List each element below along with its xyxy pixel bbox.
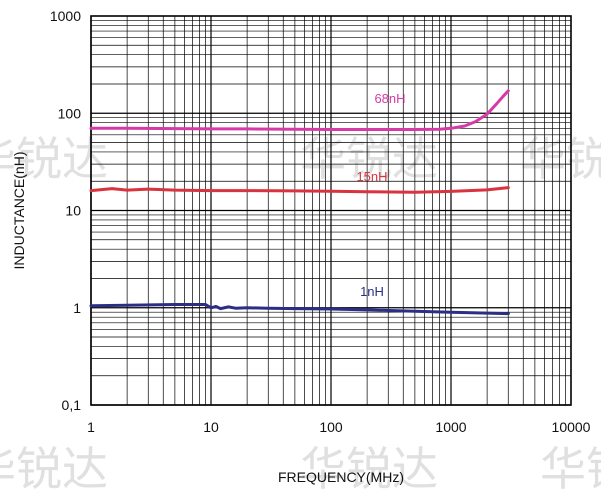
x-axis-tick-labels: 1 10 100 1000 10000 (87, 419, 591, 435)
y-tick-label: 0,1 (62, 397, 82, 413)
series-label-1nh: 1nH (360, 284, 384, 299)
y-axis-label: INDUCTANCE(nH) (11, 152, 27, 270)
x-tick-label: 1 (87, 419, 95, 435)
x-tick-label: 100 (319, 419, 343, 435)
series-line-15nh (89, 186, 510, 194)
series-line-68nh (89, 89, 510, 131)
y-tick-label: 10 (65, 203, 81, 219)
watermark-text: 华锐达 (0, 132, 108, 186)
watermark-text: 华锐达 (540, 442, 601, 493)
watermark-text: 华锐达 (520, 132, 601, 186)
y-tick-label: 1000 (50, 8, 81, 24)
series-lines (89, 89, 510, 316)
watermark-text: 华锐达 (0, 442, 108, 493)
x-tick-label: 10 (203, 419, 219, 435)
series-line-1nh (89, 303, 510, 316)
plot-frame (90, 15, 572, 406)
series-labels: 68nH 15nH 1nH (356, 91, 405, 299)
series-label-68nh: 68nH (374, 91, 405, 106)
series-label-15nh: 15nH (356, 169, 387, 184)
x-tick-label: 10000 (552, 419, 591, 435)
y-tick-label: 1 (73, 300, 81, 316)
y-axis-tick-labels: 0,1 1 10 100 1000 (50, 8, 81, 413)
y-tick-label: 100 (58, 105, 82, 121)
x-axis-label: FREQUENCY(MHz) (278, 469, 404, 485)
x-tick-label: 1000 (435, 419, 466, 435)
watermark-text: 华锐达 (300, 442, 438, 493)
